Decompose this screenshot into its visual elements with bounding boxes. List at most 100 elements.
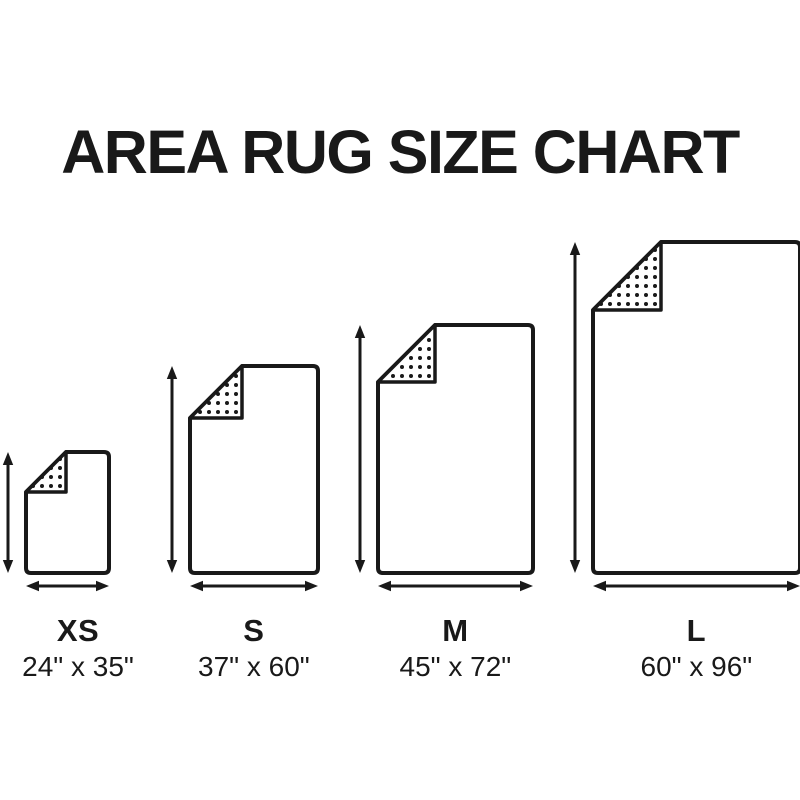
fold-dot <box>652 284 657 288</box>
fold-dot <box>49 475 54 479</box>
width-arrow <box>377 580 533 592</box>
fold-dot <box>426 374 431 378</box>
fold-dot <box>652 257 657 261</box>
fold-dot <box>426 338 431 342</box>
rug-diagram-s <box>166 364 320 592</box>
fold-dot <box>58 457 63 461</box>
size-dimensions-label: 24" x 35" <box>22 651 134 682</box>
size-dimensions-label: 37" x 60" <box>198 651 310 682</box>
fold-dot <box>625 293 630 297</box>
fold-dot <box>634 275 639 279</box>
size-dimensions-label: 60" x 96" <box>640 651 753 682</box>
rug-diagram-xs <box>2 450 112 592</box>
rug-diagram-l <box>569 240 800 592</box>
fold-dot <box>616 284 621 288</box>
fold-dot <box>215 401 220 405</box>
fold-dot <box>634 293 639 297</box>
fold-dot <box>643 266 648 270</box>
rug-size-group-s: S 37" x 60" <box>160 363 322 683</box>
page-title: AREA RUG SIZE CHART <box>61 118 740 186</box>
fold-dot <box>625 275 630 279</box>
height-arrow <box>166 366 178 573</box>
fold-dots <box>31 457 63 488</box>
fold-dot <box>643 275 648 279</box>
rug-fold-flap <box>188 364 244 420</box>
fold-dot <box>58 475 63 479</box>
fold-dot <box>607 293 612 297</box>
height-arrow <box>354 325 366 573</box>
fold-dot <box>233 374 238 378</box>
fold-dot <box>643 302 648 306</box>
fold-dot <box>652 275 657 279</box>
rug-size-group-m: M 45" x 72" <box>348 322 537 683</box>
height-arrow <box>569 242 581 573</box>
width-arrow <box>189 580 318 592</box>
fold-dot <box>634 284 639 288</box>
rug-fold-flap <box>24 450 68 494</box>
fold-dot <box>206 401 211 405</box>
fold-dot <box>643 257 648 261</box>
fold-dot <box>625 284 630 288</box>
fold-dot <box>426 365 431 369</box>
fold-dot <box>643 284 648 288</box>
fold-dot <box>634 266 639 270</box>
fold-dot <box>224 401 229 405</box>
fold-dot <box>31 484 36 488</box>
fold-dot <box>616 302 621 306</box>
fold-dot <box>643 293 648 297</box>
fold-dot <box>408 374 413 378</box>
fold-dot <box>399 365 404 369</box>
fold-dot <box>652 293 657 297</box>
fold-dot <box>233 392 238 396</box>
fold-dot <box>408 365 413 369</box>
fold-dot <box>652 302 657 306</box>
size-code-label: S <box>243 613 265 648</box>
fold-dot <box>206 410 211 414</box>
fold-dot <box>625 302 630 306</box>
rug-size-group-xs: XS 24" x 35" <box>0 449 134 683</box>
height-arrow <box>2 452 14 573</box>
fold-dot <box>224 383 229 387</box>
fold-dot <box>598 302 603 306</box>
fold-dot <box>58 484 63 488</box>
fold-dot <box>652 248 657 252</box>
fold-dot <box>224 410 229 414</box>
fold-dot <box>40 475 45 479</box>
size-code-label: L <box>686 613 707 648</box>
size-code-label: M <box>442 613 469 648</box>
fold-dot <box>215 410 220 414</box>
size-code-label: XS <box>56 613 100 648</box>
width-arrow <box>592 580 800 592</box>
fold-dot <box>417 374 422 378</box>
rug-size-group-l: L 60" x 96" <box>563 239 800 683</box>
rug-diagram-m <box>354 323 535 592</box>
fold-dot <box>399 374 404 378</box>
fold-dot <box>215 392 220 396</box>
fold-dots <box>390 338 431 378</box>
fold-dot <box>40 484 45 488</box>
fold-dot <box>426 347 431 351</box>
fold-dot <box>426 356 431 360</box>
rug-outline <box>375 323 535 575</box>
rug-outline <box>590 240 800 575</box>
fold-dot <box>58 466 63 470</box>
fold-dot <box>390 374 395 378</box>
rug-fold-flap <box>376 323 437 384</box>
fold-dot <box>607 302 612 306</box>
width-arrow <box>26 580 110 592</box>
fold-dot <box>616 293 621 297</box>
fold-dot <box>233 383 238 387</box>
fold-dot <box>634 302 639 306</box>
fold-dot <box>233 410 238 414</box>
fold-dots <box>598 248 657 306</box>
fold-dot <box>233 401 238 405</box>
fold-dot <box>652 266 657 270</box>
rug-row: XS 24" x 35" S 37" x 60" M 45" x 72" L 60" x… <box>0 239 800 683</box>
fold-dot <box>49 484 54 488</box>
fold-dot <box>417 347 422 351</box>
size-dimensions-label: 45" x 72" <box>399 651 512 682</box>
fold-dots <box>197 374 238 414</box>
fold-dot <box>197 410 202 414</box>
fold-dot <box>224 392 229 396</box>
